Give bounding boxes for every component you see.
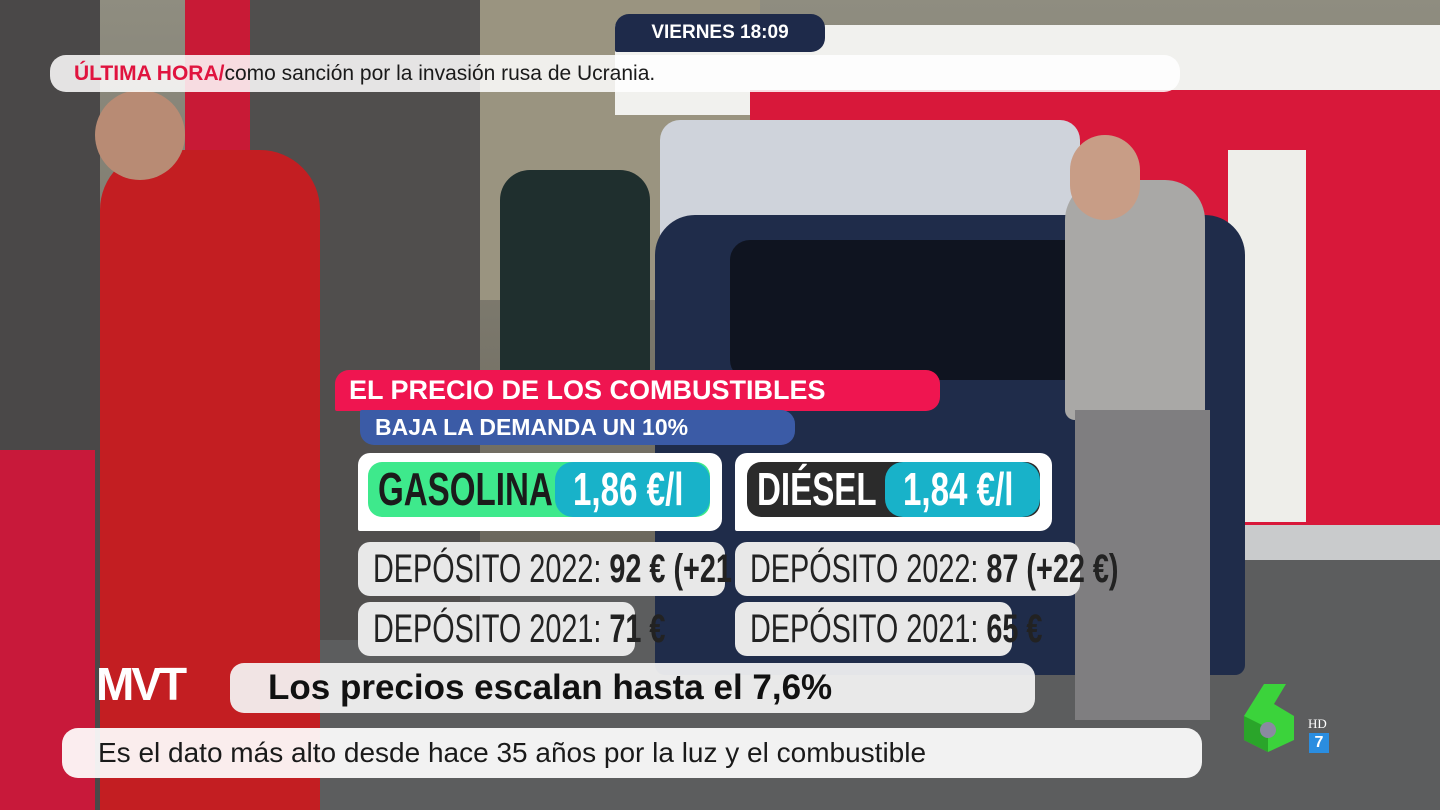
gasolina-price: 1,86 €/l bbox=[555, 462, 710, 517]
gasolina-label: GASOLINA bbox=[368, 462, 710, 517]
ticker-text: como sanción por la invasión rusa de Ucr… bbox=[224, 61, 656, 85]
age-rating-badge: 7 bbox=[1309, 733, 1329, 753]
clock-text: VIERNES 18:09 bbox=[651, 22, 789, 43]
hd-label: HD bbox=[1308, 716, 1327, 731]
breaking-news-ticker: ÚLTIMA HORA/ como sanción por la invasió… bbox=[50, 55, 1180, 92]
lower-third-bar: Es el dato más alto desde hace 35 años p… bbox=[62, 728, 1202, 778]
graphic-subtitle: BAJA LA DEMANDA UN 10% bbox=[360, 410, 795, 445]
gasolina-card: GASOLINA 1,86 €/l bbox=[358, 453, 722, 531]
program-logo: MVT bbox=[96, 658, 187, 710]
diesel-card: DIÉSEL 1,84 €/l bbox=[735, 453, 1052, 531]
ticker-label: ÚLTIMA HORA/ bbox=[74, 61, 225, 85]
gasolina-deposit-2021: DEPÓSITO 2021: 71 € bbox=[358, 602, 665, 656]
channel-logo bbox=[1234, 682, 1304, 754]
clock-badge: VIERNES 18:09 bbox=[615, 14, 825, 52]
diesel-deposit-2021: DEPÓSITO 2021: 65 € bbox=[735, 602, 1042, 656]
headline-bar: Los precios escalan hasta el 7,6% bbox=[230, 663, 1035, 713]
diesel-deposit-2022: DEPÓSITO 2022: 87 (+22 €) bbox=[735, 542, 1118, 596]
gasolina-deposit-2022: DEPÓSITO 2022: 92 € (+21 €) bbox=[358, 542, 766, 596]
lasexta-logo-icon bbox=[1244, 684, 1294, 752]
diesel-price: 1,84 €/l bbox=[885, 462, 1040, 517]
graphic-title: EL PRECIO DE LOS COMBUSTIBLES bbox=[335, 370, 940, 411]
